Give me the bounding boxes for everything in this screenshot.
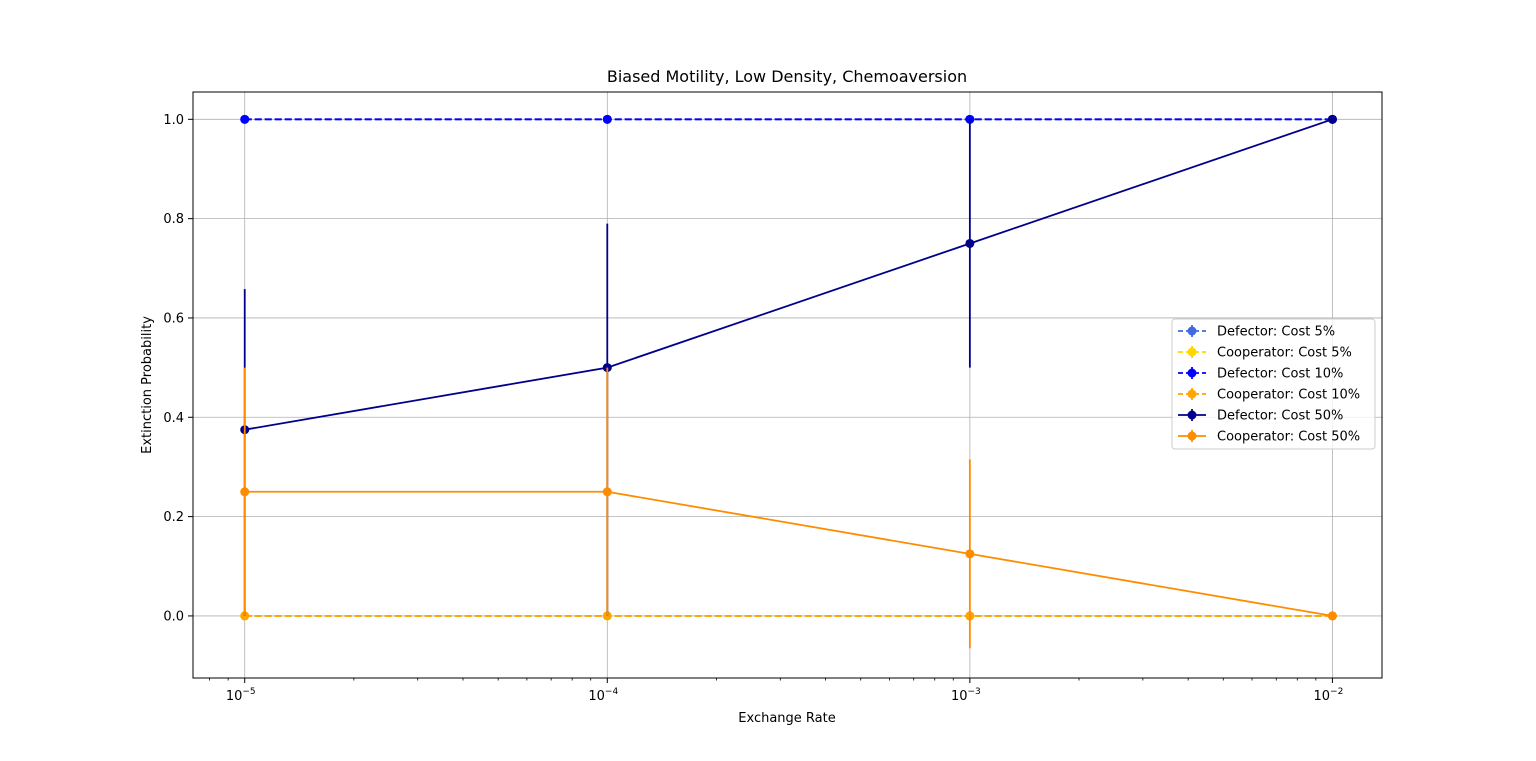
legend-marker (1187, 347, 1197, 357)
data-point (240, 487, 250, 497)
series-layer (240, 114, 1337, 649)
plot-frame (192, 91, 1383, 679)
legend-label: Cooperator: Cost 5% (1217, 346, 1352, 361)
legend-entry: Defector: Cost 10% (1178, 367, 1343, 382)
legend-entry: Cooperator: Cost 10% (1178, 388, 1360, 403)
legend-entry: Cooperator: Cost 5% (1178, 346, 1352, 361)
series-6 (240, 367, 1337, 649)
data-point (1327, 611, 1337, 621)
legend-label: Cooperator: Cost 50% (1217, 430, 1360, 445)
data-point (965, 549, 975, 559)
legend-marker (1187, 389, 1197, 399)
y-tick-label: 0.0 (163, 609, 184, 624)
series-line (244, 118, 1333, 431)
legend-entry: Cooperator: Cost 50% (1178, 430, 1360, 445)
data-point (1327, 114, 1337, 124)
y-tick-label: 0.6 (163, 311, 184, 326)
legend-label: Defector: Cost 50% (1217, 409, 1343, 424)
y-tick-label: 0.8 (163, 212, 184, 227)
data-point (240, 114, 250, 124)
y-tick-label: 1.0 (163, 113, 184, 128)
series-line (244, 490, 1333, 617)
x-axis-label: Exchange Rate (738, 711, 835, 726)
chart-title: Biased Motility, Low Density, Chemoavers… (607, 67, 967, 86)
legend-frame (1171, 318, 1376, 450)
data-point (602, 487, 612, 497)
series-3 (240, 114, 1337, 124)
legend-entry: Defector: Cost 5% (1178, 325, 1335, 340)
legend-marker (1187, 410, 1197, 420)
legend-entry: Defector: Cost 50% (1178, 409, 1343, 424)
legend-marker (1187, 326, 1197, 336)
legend-label: Defector: Cost 5% (1217, 325, 1335, 340)
legend-label: Cooperator: Cost 10% (1217, 388, 1360, 403)
y-tick-label: 0.4 (163, 411, 184, 426)
legend-marker (1187, 368, 1197, 378)
y-tick-label: 0.2 (163, 510, 184, 525)
data-point (602, 114, 612, 124)
legend: Defector: Cost 5% Cooperator: Cost 5% Defe… (1171, 318, 1376, 450)
data-point (965, 238, 975, 248)
legend-label: Defector: Cost 10% (1217, 367, 1343, 382)
y-axis-label: Extinction Probability (140, 316, 155, 454)
axes: 10−5 10−4 10−3 10−20.00.20.40.60.81.0 (163, 113, 1343, 704)
legend-marker (1187, 431, 1197, 441)
